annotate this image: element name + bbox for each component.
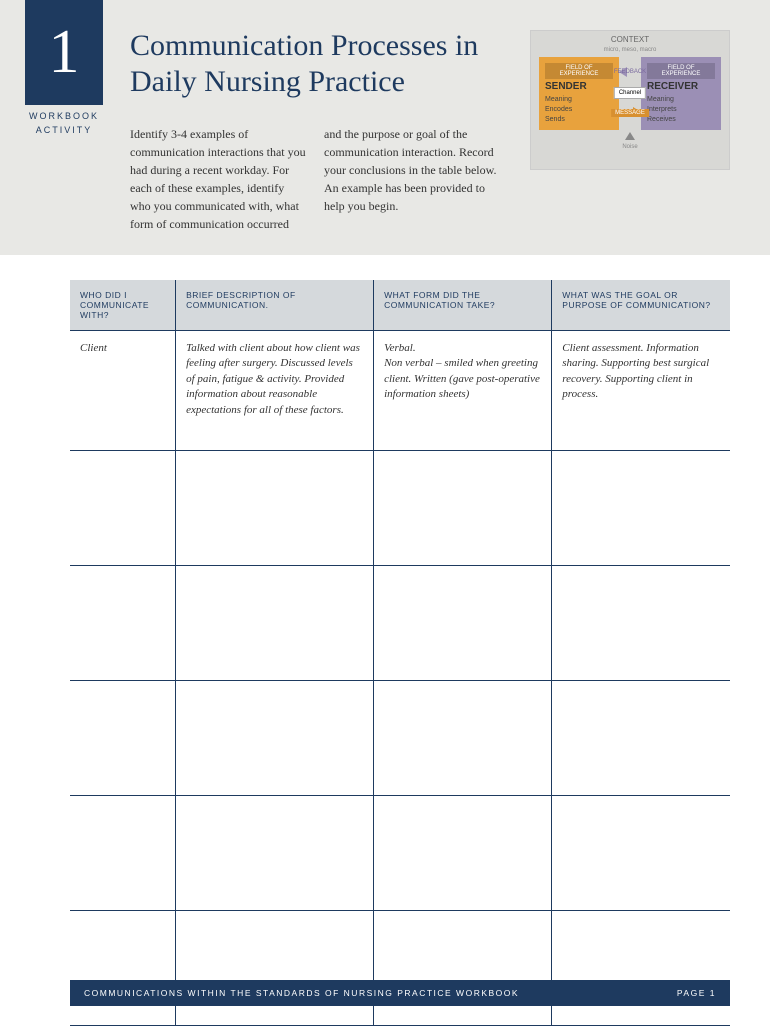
blank-cell[interactable] bbox=[70, 681, 176, 796]
sender-box: FIELD OF EXPERIENCE SENDER Meaning Encod… bbox=[539, 57, 619, 130]
diagram-body: FIELD OF EXPERIENCE SENDER Meaning Encod… bbox=[531, 57, 729, 130]
blank-cell[interactable] bbox=[374, 796, 552, 911]
activity-number-box: 1 bbox=[25, 0, 103, 105]
blank-cell[interactable] bbox=[70, 451, 176, 566]
sender-items: Meaning Encodes Sends bbox=[545, 95, 613, 124]
footer-title: COMMUNICATIONS WITHIN THE STANDARDS OF N… bbox=[84, 988, 519, 998]
intro-paragraph: Identify 3-4 examples of communication i… bbox=[130, 125, 500, 233]
workbook-label-line1: WORKBOOK bbox=[29, 111, 99, 121]
receiver-items: Meaning Interprets Receives bbox=[647, 95, 715, 124]
footer-page: PAGE 1 bbox=[677, 988, 716, 998]
diagram-context-label: CONTEXT micro, meso, macro bbox=[531, 31, 729, 57]
sender-field-label: FIELD OF EXPERIENCE bbox=[545, 63, 613, 79]
blank-cell[interactable] bbox=[552, 796, 730, 911]
communication-table: WHO DID I COMMUNICATE WITH? BRIEF DESCRI… bbox=[70, 280, 730, 1026]
channel-label: Channel bbox=[614, 87, 646, 99]
example-goal: Client assessment. Information sharing. … bbox=[552, 331, 730, 451]
header-section: 1 WORKBOOK ACTIVITY Communication Proces… bbox=[0, 0, 770, 255]
worksheet-table-container: WHO DID I COMMUNICATE WITH? BRIEF DESCRI… bbox=[0, 255, 770, 1026]
blank-cell[interactable] bbox=[176, 911, 374, 1026]
diagram-context-sub: micro, meso, macro bbox=[604, 47, 657, 53]
blank-cell[interactable] bbox=[374, 451, 552, 566]
table-row-blank bbox=[70, 681, 730, 796]
blank-cell[interactable] bbox=[70, 566, 176, 681]
header-goal: WHAT WAS THE GOAL OR PURPOSE OF COMMUNIC… bbox=[552, 280, 730, 331]
table-row-blank bbox=[70, 566, 730, 681]
diagram-context-text: CONTEXT bbox=[611, 35, 649, 44]
table-row-blank bbox=[70, 911, 730, 1026]
blank-cell[interactable] bbox=[374, 681, 552, 796]
blank-cell[interactable] bbox=[176, 681, 374, 796]
blank-cell[interactable] bbox=[374, 911, 552, 1026]
example-description: Talked with client about how client was … bbox=[176, 331, 374, 451]
blank-cell[interactable] bbox=[374, 566, 552, 681]
example-form: Verbal. Non verbal – smiled when greetin… bbox=[374, 331, 552, 451]
activity-number: 1 bbox=[49, 17, 80, 88]
communication-model-diagram: CONTEXT micro, meso, macro FIELD OF EXPE… bbox=[530, 30, 730, 170]
workbook-activity-label: WORKBOOK ACTIVITY bbox=[22, 110, 106, 137]
blank-cell[interactable] bbox=[552, 911, 730, 1026]
blank-cell[interactable] bbox=[552, 681, 730, 796]
table-row-example: Client Talked with client about how clie… bbox=[70, 331, 730, 451]
table-row-blank bbox=[70, 451, 730, 566]
blank-cell[interactable] bbox=[176, 566, 374, 681]
blank-cell[interactable] bbox=[70, 911, 176, 1026]
blank-cell[interactable] bbox=[176, 796, 374, 911]
footer-page-number: 1 bbox=[710, 988, 716, 998]
blank-cell[interactable] bbox=[552, 566, 730, 681]
blank-cell[interactable] bbox=[176, 451, 374, 566]
blank-cell[interactable] bbox=[70, 796, 176, 911]
header-who: WHO DID I COMMUNICATE WITH? bbox=[70, 280, 176, 331]
noise-arrow-icon bbox=[625, 132, 635, 140]
blank-cell[interactable] bbox=[552, 451, 730, 566]
header-description: BRIEF DESCRIPTION OF COMMUNICATION. bbox=[176, 280, 374, 331]
header-form: WHAT FORM DID THE COMMUNICATION TAKE? bbox=[374, 280, 552, 331]
page-footer: COMMUNICATIONS WITHIN THE STANDARDS OF N… bbox=[70, 980, 730, 1006]
workbook-label-line2: ACTIVITY bbox=[36, 125, 93, 135]
page-title: Communication Processes in Daily Nursing… bbox=[130, 28, 480, 100]
footer-page-label: PAGE bbox=[677, 988, 706, 998]
receiver-field-label: FIELD OF EXPERIENCE bbox=[647, 63, 715, 79]
table-header-row: WHO DID I COMMUNICATE WITH? BRIEF DESCRI… bbox=[70, 280, 730, 331]
sender-title: SENDER bbox=[545, 81, 613, 92]
message-label: MESSAGE bbox=[611, 109, 649, 117]
receiver-box: FIELD OF EXPERIENCE RECEIVER Meaning Int… bbox=[641, 57, 721, 130]
noise-label: Noise bbox=[531, 144, 729, 150]
example-who: Client bbox=[70, 331, 176, 451]
table-row-blank bbox=[70, 796, 730, 911]
feedback-label: FEEDBACK bbox=[614, 69, 646, 75]
receiver-title: RECEIVER bbox=[647, 81, 715, 92]
